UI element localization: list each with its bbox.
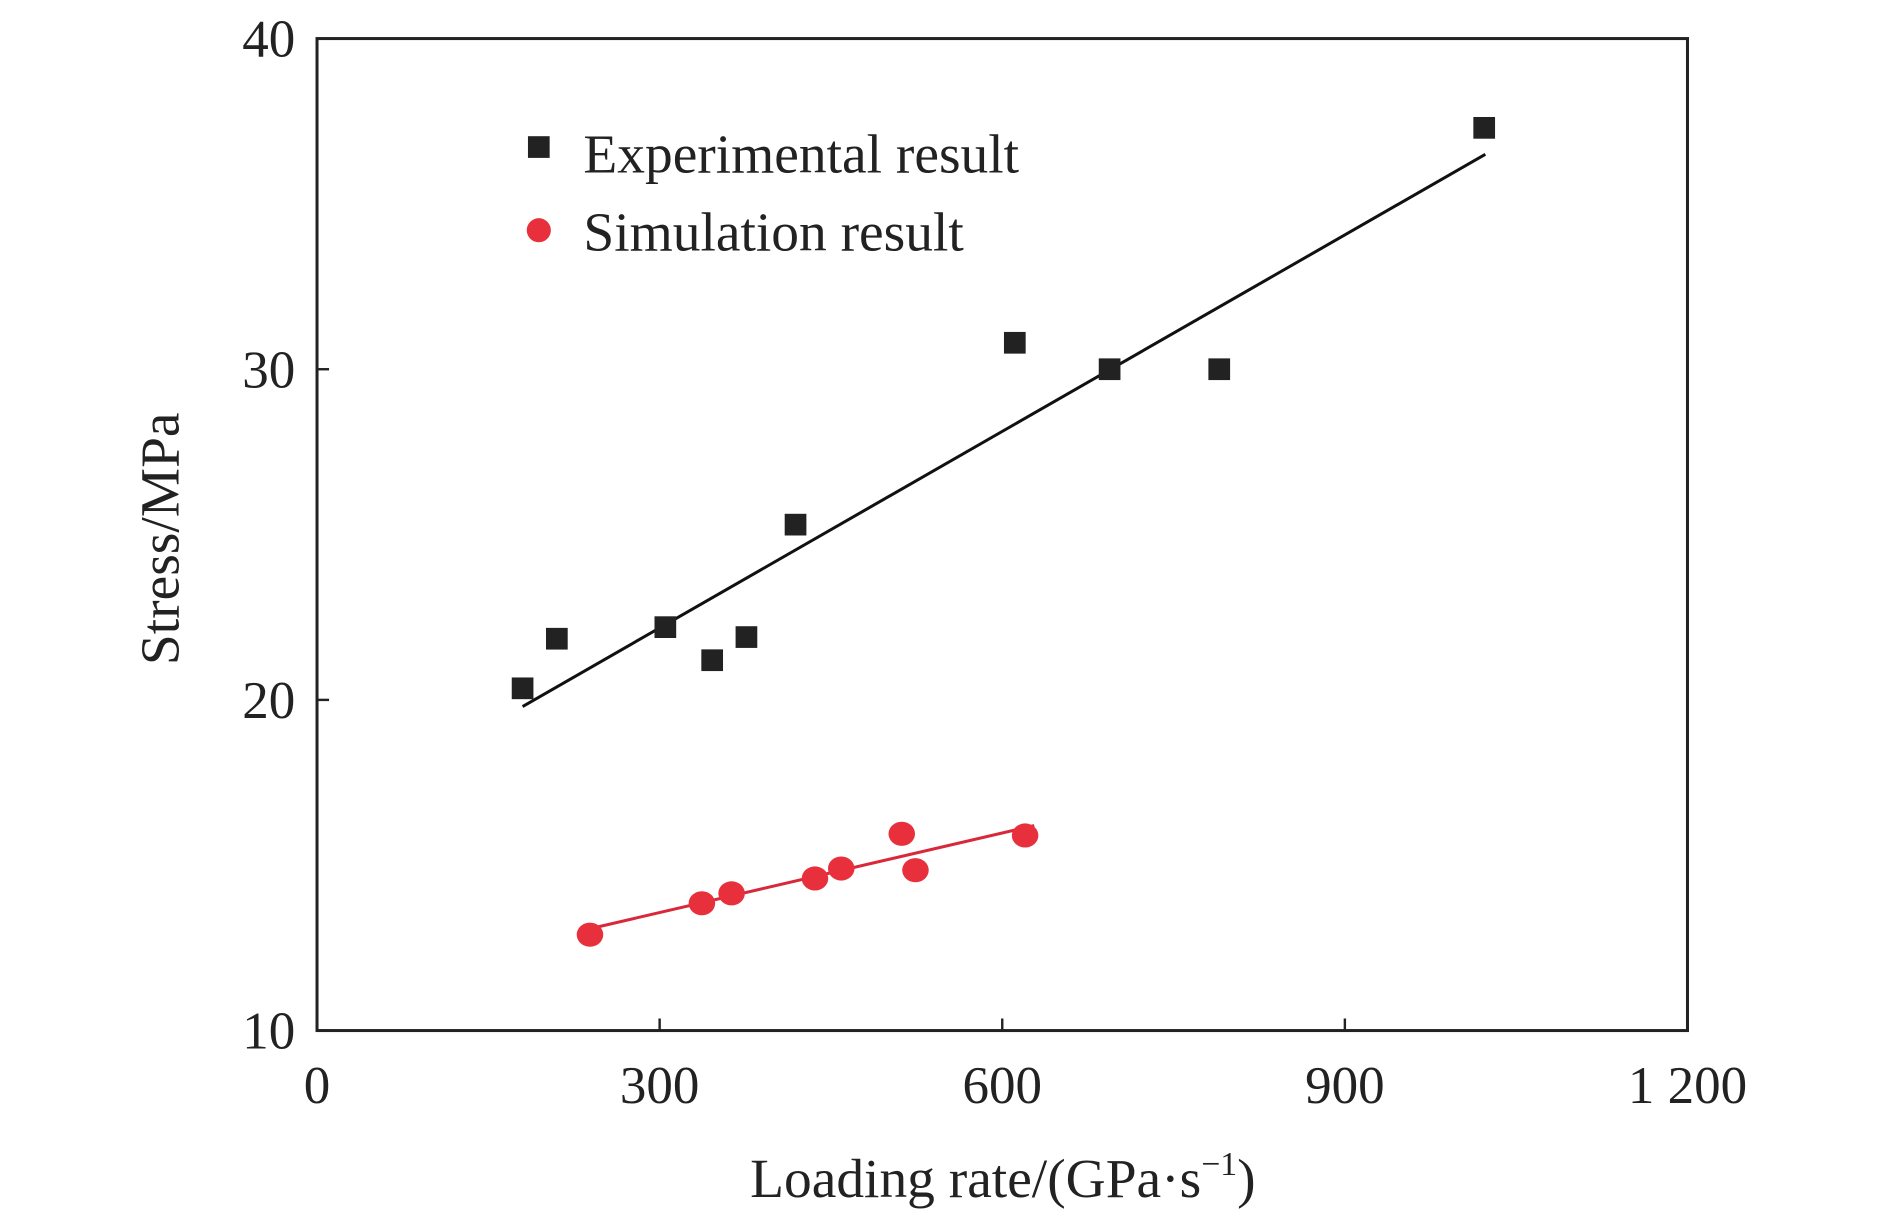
y-tick-label: 40 (242, 11, 295, 69)
legend-label-experimental: Experimental result (583, 123, 1019, 184)
legend: Experimental result Simulation result (526, 123, 1020, 263)
x-tick-label: 300 (620, 1057, 700, 1115)
y-tick-label: 20 (242, 672, 295, 730)
simulation-point (718, 881, 745, 906)
simulation-point (801, 866, 829, 891)
x-tick-label: 900 (1305, 1057, 1385, 1115)
experimental-point (784, 513, 807, 536)
simulation-point (1011, 823, 1039, 848)
y-tick-label: 10 (242, 1003, 295, 1061)
y-tick-label: 30 (242, 341, 295, 399)
x-axis-label-exponent: −1 (1201, 1146, 1237, 1183)
experimental-point (1098, 358, 1121, 381)
experimental-point (1003, 331, 1026, 354)
experimental-point (1473, 117, 1496, 139)
simulation-point (902, 858, 929, 883)
legend-marker-experimental (527, 136, 550, 158)
experimental-point (701, 649, 724, 672)
simulation-point (576, 922, 604, 947)
x-tick-label: 1 200 (1628, 1057, 1747, 1115)
simulation-point (827, 856, 855, 881)
experimental-point (1208, 358, 1231, 381)
experimental-fit-line (521, 152, 1487, 708)
x-tick-label: 0 (304, 1057, 331, 1115)
legend-label-simulation: Simulation result (583, 202, 964, 263)
y-axis-label: Stress/MPa (129, 412, 190, 665)
x-axis-label: Loading rate/(GPa·s−1) (750, 1146, 1255, 1209)
simulation-point (888, 821, 916, 846)
experimental-point (546, 627, 568, 650)
x-tick-label: 600 (962, 1057, 1042, 1115)
simulation-point (688, 891, 716, 916)
experimental-point (735, 626, 758, 648)
experimental-point (511, 677, 534, 700)
x-axis-label-end: ) (1237, 1148, 1255, 1209)
experimental-point (654, 616, 677, 638)
plot-frame (315, 37, 1689, 1033)
x-axis-label-main: Loading rate/(GPa·s (750, 1148, 1201, 1209)
legend-marker-simulation (526, 218, 551, 243)
